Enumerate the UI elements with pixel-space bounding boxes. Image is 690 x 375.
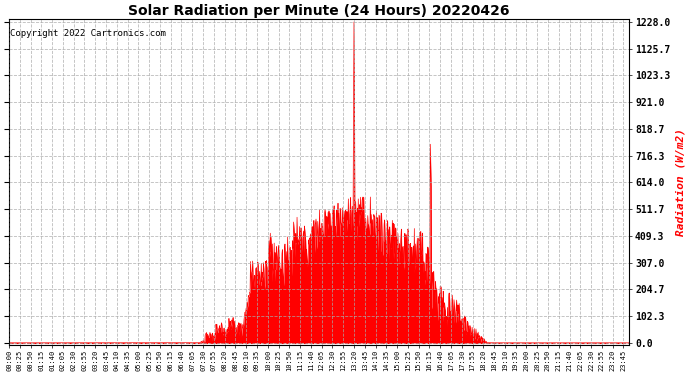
Title: Solar Radiation per Minute (24 Hours) 20220426: Solar Radiation per Minute (24 Hours) 20… [128,4,510,18]
Text: Copyright 2022 Cartronics.com: Copyright 2022 Cartronics.com [10,29,166,38]
Y-axis label: Radiation (W/m2): Radiation (W/m2) [676,128,686,236]
